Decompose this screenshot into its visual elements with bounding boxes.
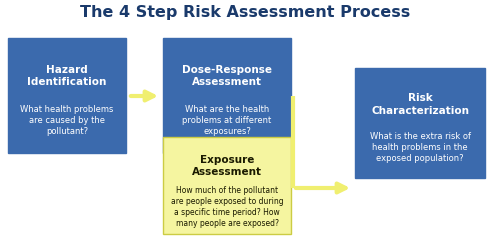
- Text: The 4 Step Risk Assessment Process: The 4 Step Risk Assessment Process: [80, 6, 410, 20]
- Text: Hazard
Identification: Hazard Identification: [27, 65, 107, 87]
- FancyBboxPatch shape: [163, 137, 291, 234]
- Text: Exposure
Assessment: Exposure Assessment: [192, 155, 262, 177]
- FancyBboxPatch shape: [8, 38, 126, 153]
- Text: Risk
Characterization: Risk Characterization: [371, 93, 469, 115]
- FancyBboxPatch shape: [163, 38, 291, 153]
- Text: What are the health
problems at different
exposures?: What are the health problems at differen…: [182, 105, 271, 136]
- Text: Dose-Response
Assessment: Dose-Response Assessment: [182, 65, 272, 87]
- Text: What health problems
are caused by the
pollutant?: What health problems are caused by the p…: [20, 105, 114, 136]
- Text: What is the extra risk of
health problems in the
exposed population?: What is the extra risk of health problem…: [369, 132, 470, 163]
- FancyBboxPatch shape: [355, 68, 485, 178]
- Text: How much of the pollutant
are people exposed to during
a specific time period? H: How much of the pollutant are people exp…: [171, 186, 283, 228]
